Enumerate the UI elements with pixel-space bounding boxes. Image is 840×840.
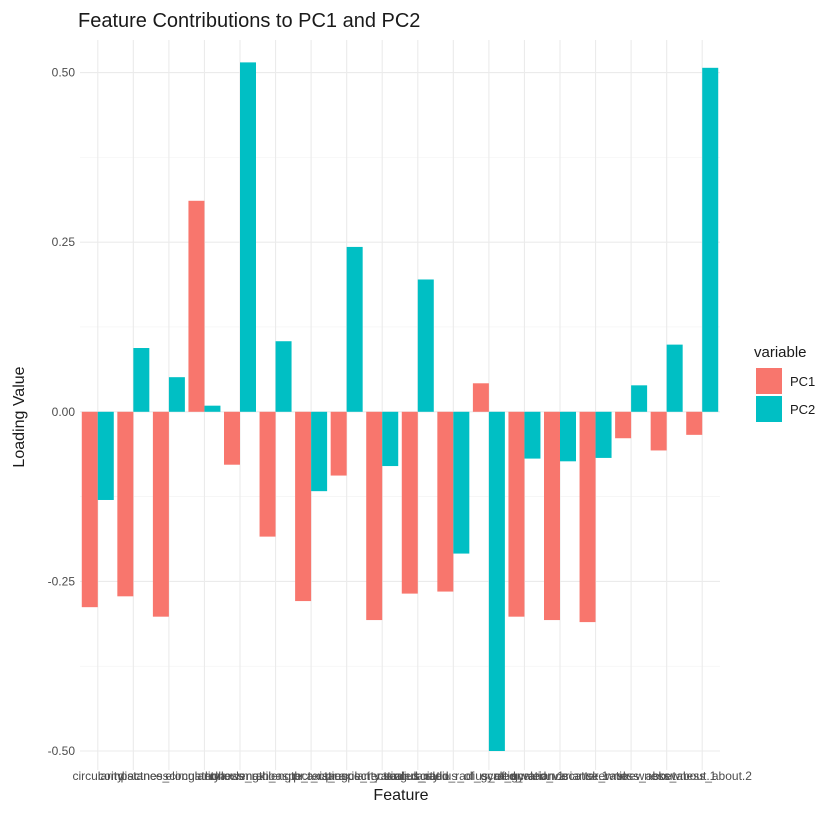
bar-pc1 — [295, 411, 312, 602]
bars — [81, 62, 719, 752]
legend-title: variable — [754, 344, 807, 361]
bar-pc1 — [508, 411, 525, 617]
x-tick-label: circularity — [72, 769, 123, 783]
x-tick-label: pr.axis_aspect_ratio — [293, 769, 400, 783]
bar-pc2 — [666, 344, 683, 412]
y-tick-label: -0.25 — [48, 574, 76, 588]
x-tick-label: skewness_about.1 — [617, 769, 717, 783]
x-tick-label: distance_circularity — [118, 769, 220, 783]
x-tick-label: hollows_ratio — [205, 769, 275, 783]
bar-pc2 — [595, 411, 612, 458]
x-tick-label: max.length_aspect_ratio — [210, 769, 341, 783]
legend-key-pc2 — [756, 396, 782, 422]
legend-key-pc1 — [756, 368, 782, 394]
bar-pc1 — [615, 411, 632, 439]
bar-pc1 — [437, 411, 454, 592]
y-axis-ticks: -0.50 -0.25 0.00 0.25 0.50 — [48, 66, 76, 758]
bar-pc1 — [224, 411, 240, 465]
legend-label-pc2: PC2 — [790, 402, 815, 417]
bar-pc1 — [401, 411, 418, 594]
bar-pc2 — [275, 341, 292, 412]
legend: variable PC1 PC2 — [754, 344, 815, 422]
bar-pc1 — [117, 411, 134, 597]
bar-pc2 — [240, 62, 256, 412]
x-axis-title: Feature — [373, 787, 428, 804]
bar-pc1 — [188, 200, 205, 412]
x-tick-label: scatter_ratio — [563, 769, 629, 783]
bar-pc2 — [488, 411, 505, 752]
y-tick-label: -0.50 — [48, 744, 76, 758]
x-tick-label: scaled_variance.1 — [512, 769, 609, 783]
bar-pc1 — [544, 411, 560, 621]
bar-pc2 — [417, 279, 434, 412]
y-axis-title: Loading Value — [11, 366, 28, 467]
x-tick-label: max.length_rectangularity — [242, 769, 379, 783]
x-tick-label: elongatedness — [165, 769, 243, 783]
bar-pc2 — [560, 411, 576, 462]
bar-pc1 — [579, 411, 596, 623]
bar-pc2 — [133, 348, 150, 412]
x-tick-label: skewness_about.2 — [653, 769, 753, 783]
x-axis-ticks: circularitycompactnessdistance_circulari… — [72, 769, 752, 783]
bar-pc2 — [453, 411, 470, 554]
bar-pc2 — [311, 411, 328, 492]
x-tick-label: skewness_about — [586, 769, 676, 783]
bar-pc2 — [702, 67, 719, 412]
bar-pc2 — [631, 385, 648, 412]
legend-label-pc1: PC1 — [790, 374, 815, 389]
bar-pc1 — [152, 411, 169, 617]
y-tick-label: 0.50 — [52, 66, 76, 80]
bar-pc1 — [330, 411, 347, 476]
bar-pc1 — [472, 383, 489, 412]
bar-pc2 — [382, 411, 399, 467]
bar-pc2 — [346, 246, 363, 412]
x-tick-label: pr.axis_rectangularity — [326, 769, 439, 783]
bar-pc1 — [81, 411, 98, 608]
bar-pc1 — [650, 411, 667, 451]
chart-title: Feature Contributions to PC1 and PC2 — [78, 10, 420, 32]
y-tick-label: 0.25 — [52, 235, 76, 249]
bar-pc2 — [524, 411, 541, 459]
x-tick-label: scaled_radius_of_gyration.1 — [414, 769, 564, 783]
bar-pc2 — [97, 411, 114, 500]
y-tick-label: 0.00 — [52, 405, 76, 419]
bar-pc1 — [686, 411, 703, 435]
bar-pc2 — [168, 377, 185, 412]
x-tick-label: scaled_variance — [481, 769, 568, 783]
bar-pc1 — [366, 411, 383, 621]
bar-pc1 — [259, 411, 276, 537]
x-tick-label: radius_ratio — [386, 769, 449, 783]
x-tick-label: compactness — [98, 769, 169, 783]
x-tick-label: scaled_radius_of_gyration — [383, 769, 523, 783]
bar-pc2 — [204, 405, 221, 412]
